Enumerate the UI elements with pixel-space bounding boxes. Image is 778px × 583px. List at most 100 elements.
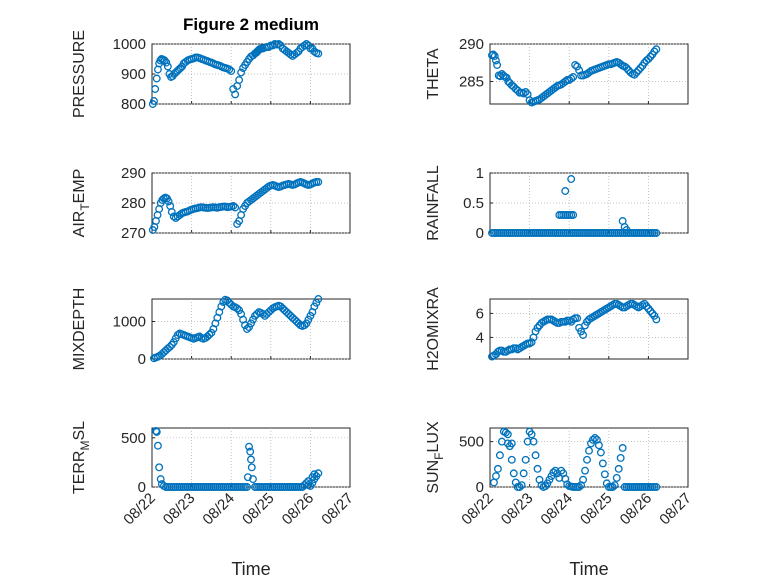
data-point (571, 61, 580, 69)
data-point (310, 302, 319, 311)
data-point (292, 49, 301, 57)
y-axis-label-tail: EMP (71, 169, 88, 204)
y-axis-label: H2OMIXRA (425, 287, 442, 371)
data-point (237, 68, 246, 77)
data-point (527, 338, 536, 347)
y-axis-label-main: RAINFALL (425, 165, 442, 241)
y-axis-label-subscript: T (78, 203, 92, 211)
y-tick-label: 1000 (113, 36, 146, 53)
data-point (561, 77, 570, 86)
y-axis-label-main: H2OMIXRA (425, 287, 442, 371)
y-axis-label: RAINFALL (425, 165, 442, 241)
data-point (583, 455, 591, 464)
data-point (515, 483, 524, 491)
data-point (495, 451, 504, 460)
data-point (225, 65, 234, 74)
data-point (513, 86, 522, 95)
data-point (262, 184, 271, 192)
data-point (575, 66, 584, 75)
data-point (152, 427, 160, 435)
data-point (507, 455, 516, 464)
data-point (612, 473, 621, 482)
data-point (644, 55, 653, 63)
data-point (243, 483, 251, 491)
subplot-theta: 285 290 THETA (425, 36, 689, 107)
data-point (165, 343, 174, 351)
data-point (529, 437, 538, 446)
data-point (306, 311, 315, 320)
data-point (152, 74, 161, 83)
data-point (569, 211, 578, 219)
data-point (304, 477, 313, 486)
y-axis-label-main: TERR (71, 451, 88, 495)
subplot-rainfall: 0 0.5 1 RAINFALL (425, 165, 689, 242)
data-point (519, 89, 528, 98)
data-point (310, 47, 319, 56)
data-point (181, 58, 190, 66)
y-axis-label: PRESSURE (71, 30, 88, 118)
data-point (652, 315, 661, 324)
data-points (488, 45, 661, 107)
data-point (608, 483, 617, 491)
data-point (169, 338, 178, 347)
data-point (614, 464, 623, 473)
data-point (243, 473, 252, 482)
y-tick-label: 0.5 (463, 195, 484, 212)
data-point (249, 315, 257, 324)
data-point (616, 454, 625, 462)
data-point (507, 439, 516, 448)
data-point (229, 202, 238, 210)
data-point (575, 483, 584, 491)
y-tick-label: 0 (138, 479, 146, 496)
data-point (491, 472, 500, 481)
data-point (521, 455, 530, 464)
data-point (600, 470, 609, 479)
data-points (148, 178, 323, 234)
data-points (150, 295, 323, 363)
data-point (247, 463, 256, 472)
data-point (217, 302, 226, 311)
subplot-air-temp: 270 280 290 AIRTEMP (71, 165, 351, 242)
data-point (155, 463, 164, 472)
data-point (493, 61, 502, 69)
data-point (249, 475, 257, 484)
y-axis-label-main: THETA (425, 48, 442, 100)
y-axis-label-main: MIXDEPTH (71, 288, 88, 371)
data-point (160, 56, 169, 65)
data-point (314, 178, 323, 186)
y-axis-label: SUNFLUX (425, 421, 446, 494)
data-point (569, 73, 578, 81)
data-point (533, 323, 542, 332)
y-tick-label: 4 (476, 329, 484, 346)
data-point (302, 319, 311, 328)
data-point (634, 66, 643, 75)
data-point (163, 62, 172, 71)
data-point (207, 328, 216, 337)
data-point (652, 45, 661, 54)
data-point (243, 325, 251, 333)
data-point (590, 434, 599, 442)
data-point (652, 483, 661, 491)
data-point (636, 64, 645, 72)
data-point (646, 52, 655, 61)
data-point (551, 83, 560, 92)
data-point (567, 175, 576, 183)
data-point (585, 68, 593, 77)
data-point (235, 306, 244, 315)
data-point (521, 88, 530, 96)
data-point (151, 85, 160, 93)
data-point (579, 331, 588, 339)
data-point (314, 295, 323, 303)
y-axis-label: TERRMSL (71, 421, 92, 494)
y-axis-label-main: SUN (425, 460, 442, 494)
data-point (205, 330, 214, 339)
data-point (246, 447, 255, 456)
y-tick-label: 270 (121, 225, 146, 242)
y-axis-label-subscript: F (432, 453, 446, 460)
y-tick-label: 6 (476, 305, 484, 322)
y-axis-label: THETA (425, 48, 442, 100)
data-point (596, 448, 605, 457)
data-point (648, 309, 657, 318)
data-point (585, 446, 593, 455)
